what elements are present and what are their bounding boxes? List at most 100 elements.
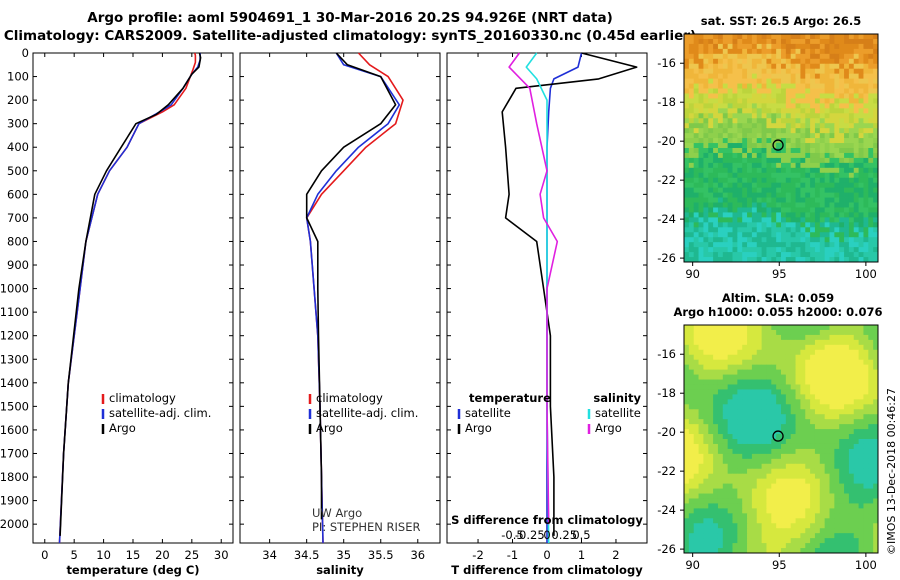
map-cell — [684, 488, 690, 494]
map-cell — [858, 232, 864, 238]
map-cell — [742, 222, 748, 228]
map-cell — [722, 439, 729, 445]
map-cell — [737, 78, 743, 84]
map-cell — [737, 528, 743, 534]
map-cell — [761, 448, 767, 455]
map-cell — [795, 424, 801, 430]
map-cell — [761, 58, 767, 65]
map-cell — [848, 513, 855, 519]
map-cell — [848, 162, 855, 169]
map-cell — [727, 483, 733, 489]
map-cell — [761, 389, 767, 395]
map-cell — [790, 419, 796, 425]
map-cell — [814, 453, 821, 460]
map-cell — [727, 394, 733, 400]
map-cell — [727, 108, 733, 114]
map-cell — [684, 53, 690, 60]
map-cell — [844, 523, 850, 529]
map-cell — [810, 518, 816, 524]
map-cell — [742, 488, 748, 494]
map-cell — [848, 148, 855, 154]
map-cell — [751, 247, 758, 253]
map-cell — [698, 187, 704, 194]
map-cell — [751, 227, 758, 233]
map-cell — [868, 478, 874, 485]
map-cell — [819, 354, 826, 361]
map-cell — [771, 419, 777, 425]
map-cell — [693, 34, 699, 40]
map-cell — [814, 369, 821, 375]
map-cell — [698, 379, 704, 385]
map-cell — [800, 167, 806, 174]
map-cell — [708, 93, 714, 99]
map-cell — [810, 113, 816, 119]
map-cell — [703, 43, 709, 50]
map-cell — [853, 113, 859, 119]
map-cell — [819, 148, 826, 154]
map-cell — [800, 369, 806, 375]
map-cell — [761, 217, 767, 223]
map-cell — [824, 73, 830, 80]
map-cell — [722, 463, 729, 470]
map-cell — [853, 257, 859, 263]
map-cell — [771, 399, 777, 405]
map-cell — [829, 369, 835, 375]
map-cell — [858, 157, 864, 164]
map-cell — [781, 414, 787, 420]
map-cell — [703, 448, 709, 455]
map-cell — [771, 364, 777, 371]
map-cell — [853, 143, 859, 149]
map-cell — [819, 247, 826, 253]
map-cell — [771, 483, 777, 489]
map-cell — [868, 157, 874, 164]
map-cell — [713, 325, 719, 331]
map-cell — [800, 424, 806, 430]
map-cell — [834, 543, 840, 549]
map-cell — [868, 344, 874, 351]
map-cell — [863, 217, 869, 223]
map-cell — [713, 369, 719, 375]
map-cell — [810, 133, 816, 139]
map-cell — [742, 334, 748, 341]
map-cell — [732, 257, 738, 263]
map-cell — [698, 212, 704, 218]
map-cell — [790, 453, 796, 460]
map-cell — [853, 63, 859, 70]
map-cell — [873, 394, 879, 400]
map-cell — [747, 543, 753, 549]
map-cell — [795, 133, 801, 139]
map-cell — [693, 508, 699, 514]
map-cell — [829, 503, 835, 509]
x-tick-label: 1 — [578, 548, 585, 562]
map-cell — [747, 43, 753, 50]
map-cell — [747, 247, 753, 253]
map-cell — [693, 113, 699, 119]
map-cell — [858, 518, 864, 524]
map-cell — [713, 468, 719, 475]
map-cell — [790, 448, 796, 455]
map-cell — [756, 83, 762, 89]
map-cell — [853, 34, 859, 40]
map-cell — [844, 162, 850, 169]
map-cell — [834, 152, 840, 159]
map-cell — [751, 419, 758, 425]
map-cell — [795, 53, 801, 60]
map-cell — [853, 43, 859, 50]
map-cell — [834, 513, 840, 519]
map-cell — [805, 369, 811, 375]
map-cell — [742, 247, 748, 253]
map-cell — [844, 43, 850, 50]
map-cell — [776, 344, 782, 351]
map-cell — [776, 63, 782, 70]
map-cell — [790, 247, 796, 253]
map-cell — [848, 439, 855, 445]
map-cell — [698, 78, 704, 84]
map-cell — [819, 207, 826, 213]
map-cell — [698, 118, 704, 124]
map-cell — [766, 247, 772, 253]
map-cell — [829, 414, 835, 420]
map-cell — [698, 448, 704, 455]
map-cell — [848, 478, 855, 485]
map-cell — [771, 394, 777, 400]
map-cell — [863, 468, 869, 475]
